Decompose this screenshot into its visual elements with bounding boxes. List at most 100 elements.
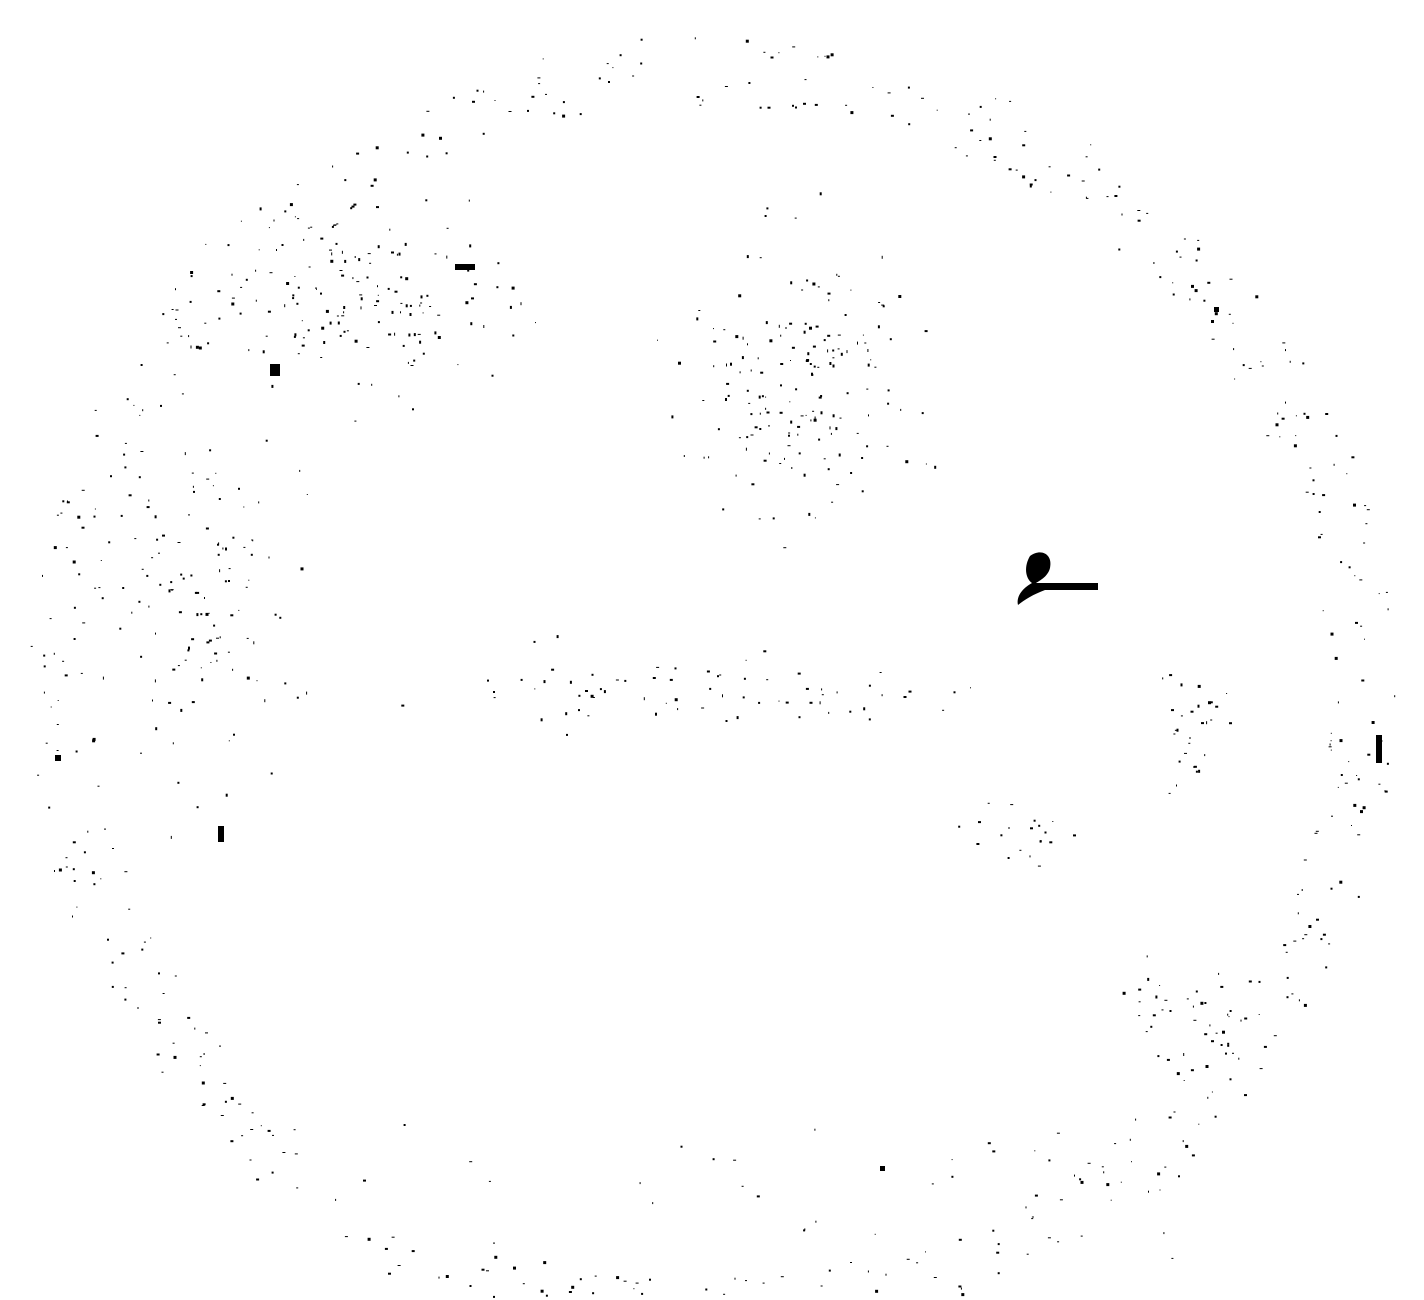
speckle-dot bbox=[265, 335, 268, 337]
speckle-dot bbox=[527, 109, 529, 112]
speckle-dot bbox=[195, 345, 199, 349]
speckle-dot bbox=[182, 577, 185, 580]
speckle-dot bbox=[1168, 1116, 1172, 1119]
speckle-dot bbox=[214, 652, 218, 655]
speckle-dot bbox=[889, 338, 892, 341]
speckle-dot bbox=[1329, 743, 1331, 746]
speckle-dot bbox=[166, 342, 169, 344]
speckle-dot bbox=[804, 79, 807, 81]
speckle-dot bbox=[56, 724, 59, 725]
speckle-dot bbox=[190, 275, 193, 278]
speckle-dot bbox=[1079, 1178, 1082, 1181]
speckle-dot bbox=[1260, 361, 1262, 363]
speckle-dot bbox=[1258, 1014, 1260, 1015]
speckle-dot bbox=[820, 395, 823, 397]
speckle-dot bbox=[1034, 1150, 1036, 1152]
speckle-dot bbox=[759, 257, 762, 259]
speckle-dot bbox=[1289, 360, 1291, 363]
speckle-dot bbox=[140, 451, 144, 452]
speckle-dot bbox=[191, 472, 194, 474]
speckle-dot bbox=[1101, 1166, 1104, 1168]
speckle-dot bbox=[49, 618, 52, 620]
speckle-dot bbox=[213, 624, 216, 627]
speckle-dot bbox=[294, 216, 296, 218]
speckle-dot bbox=[725, 398, 727, 401]
speckle-dot bbox=[1371, 721, 1375, 724]
speckle-dot bbox=[374, 305, 377, 306]
speckle-dot bbox=[1261, 365, 1264, 367]
speckle-dot bbox=[1029, 183, 1033, 186]
speckle-dot bbox=[1039, 840, 1042, 843]
speckle-dot bbox=[256, 680, 258, 682]
speckle-dot bbox=[273, 219, 275, 222]
speckle-dot bbox=[228, 740, 230, 742]
speckle-dot bbox=[615, 679, 619, 681]
speckle-dot bbox=[1129, 1138, 1131, 1141]
speckle-dot bbox=[302, 337, 305, 339]
speckle-dot bbox=[818, 438, 821, 441]
speckle-dot bbox=[790, 360, 791, 361]
speckle-dot bbox=[377, 285, 378, 288]
speckle-dot bbox=[741, 1185, 744, 1187]
speckle-dot bbox=[1339, 880, 1343, 884]
speckle-dot bbox=[886, 445, 889, 447]
speckle-dot bbox=[797, 672, 801, 675]
speckle-dot bbox=[391, 1236, 395, 1238]
speckle-dot bbox=[469, 1285, 472, 1287]
speckle-dot bbox=[218, 498, 221, 500]
speckle-dot bbox=[832, 364, 835, 368]
speckle-dot bbox=[1135, 1118, 1137, 1121]
speckle-dot bbox=[1195, 770, 1198, 773]
speckle-dot bbox=[1357, 834, 1361, 836]
speckle-dot bbox=[150, 937, 152, 939]
speckle-dot bbox=[1386, 762, 1389, 765]
speckle-dot bbox=[409, 313, 412, 316]
speckle-dot bbox=[171, 309, 174, 310]
speckle-dot bbox=[993, 159, 996, 161]
speckle-dot bbox=[789, 401, 791, 403]
speckle-dot bbox=[422, 352, 425, 355]
speckle-dot bbox=[1146, 955, 1148, 958]
speckle-dot bbox=[861, 490, 864, 493]
speckle-dot bbox=[219, 569, 221, 573]
speckle-dot bbox=[1328, 943, 1331, 945]
speckle-dot bbox=[1229, 1078, 1232, 1081]
speckle-dot bbox=[377, 245, 380, 249]
speckle-dot bbox=[780, 363, 784, 365]
speckle-dot bbox=[471, 297, 474, 300]
speckle-dot bbox=[271, 1171, 274, 1174]
speckle-dot bbox=[262, 350, 265, 354]
speckle-dot bbox=[297, 353, 300, 355]
speckle-dot bbox=[292, 297, 295, 300]
speckle-dot bbox=[598, 77, 601, 80]
speckle-dot bbox=[1085, 156, 1088, 158]
speckle-dot bbox=[196, 613, 199, 617]
speckle-dot bbox=[137, 1007, 139, 1009]
speckle-dot bbox=[828, 711, 830, 714]
speckle-dot bbox=[671, 415, 674, 419]
speckle-dot bbox=[156, 1053, 160, 1056]
speckle-dot bbox=[1037, 865, 1041, 867]
speckle-dot bbox=[730, 362, 732, 366]
speckle-dot bbox=[1318, 511, 1321, 513]
speckle-dot bbox=[1103, 1171, 1105, 1174]
speckle-dot bbox=[1030, 827, 1033, 830]
speckle-dot bbox=[1122, 991, 1126, 995]
speckle-dot bbox=[191, 638, 195, 641]
speckle-dot bbox=[778, 324, 780, 328]
speckle-dot bbox=[199, 1065, 201, 1067]
speckle-dot bbox=[1201, 722, 1204, 725]
speckle-dot bbox=[599, 688, 602, 691]
speckle-dot bbox=[1074, 1174, 1075, 1177]
speckle-dot bbox=[538, 83, 541, 85]
speckle-dot bbox=[951, 1159, 953, 1161]
speckle-dot bbox=[1333, 463, 1335, 466]
speckle-dot bbox=[297, 218, 300, 220]
speckle-dot bbox=[571, 1285, 575, 1289]
speckle-dot bbox=[252, 540, 254, 542]
speckle-dot bbox=[1211, 1040, 1214, 1043]
speckle-dot bbox=[1106, 196, 1109, 198]
speckle-dot bbox=[979, 105, 982, 108]
speckle-dot bbox=[762, 1282, 765, 1284]
speckle-dot bbox=[429, 306, 432, 307]
